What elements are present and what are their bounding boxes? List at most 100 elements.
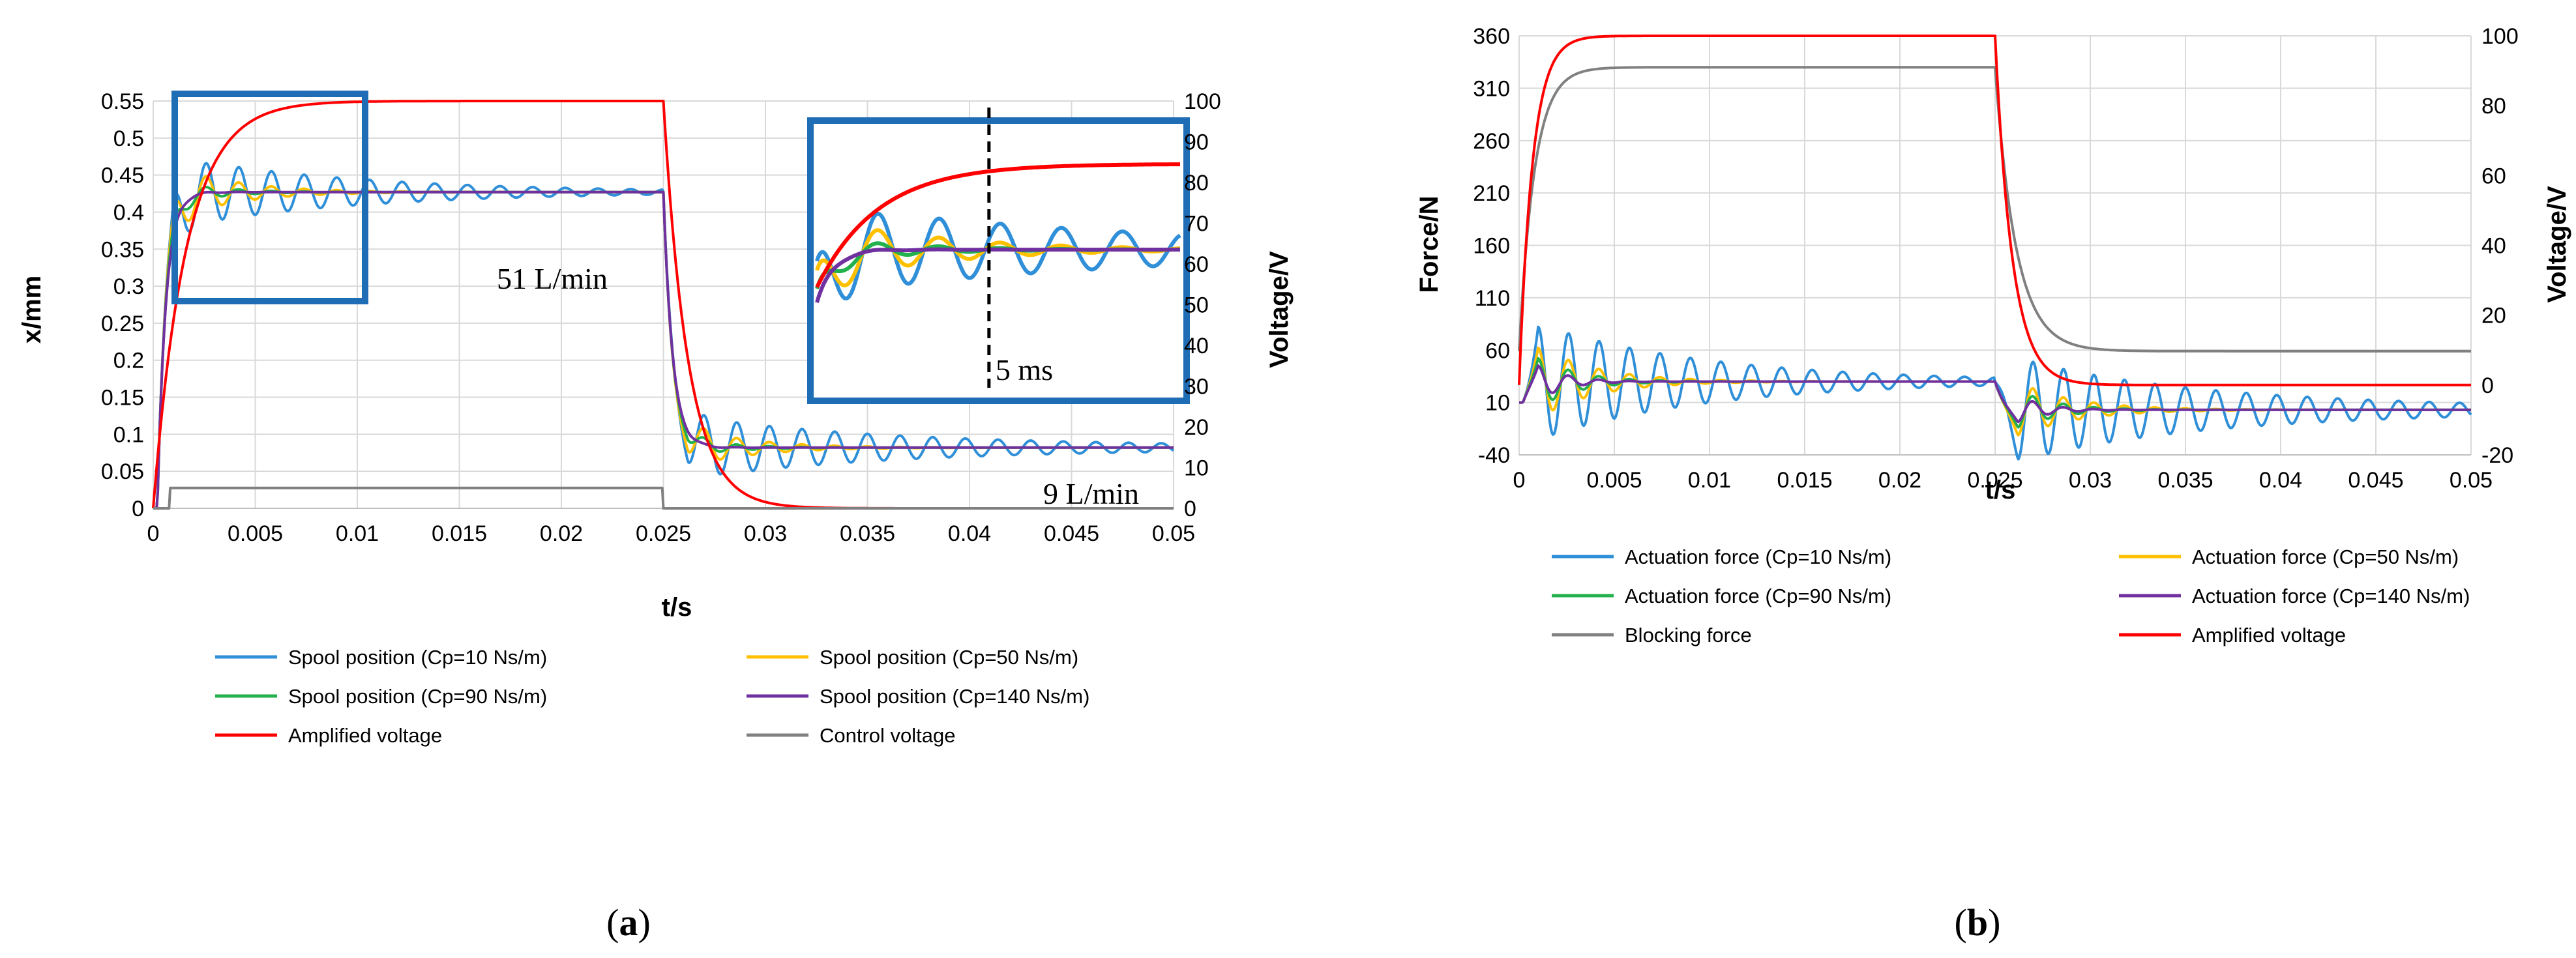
y-tick-label: 0.55 (101, 89, 144, 114)
panel-a-chart: 5 ms 0 0.005 0.01 0.015 0.02 0.025 0.03 0.035 0.… (18, 89, 1294, 944)
y2-tick-label: 60 (1184, 252, 1209, 277)
legend-label-control-voltage: Control voltage (820, 724, 956, 747)
y-tick-label: 0.15 (101, 386, 144, 411)
annotation-51-lpm: 51 L/min (497, 262, 608, 295)
series-line-amplified-voltage (1518, 35, 2472, 386)
y2-tick-label: 70 (1184, 212, 1209, 237)
series-line-blocking-force (1518, 66, 2472, 353)
y2-tick-label: 50 (1184, 293, 1209, 318)
y2-tick-label: 0 (2481, 373, 2494, 398)
y-tick-label: 160 (1473, 234, 1510, 259)
y-tick-label: 310 (1473, 76, 1510, 101)
legend-label-spool-position-cp-10-ns-m: Spool position (Cp=10 Ns/m) (288, 646, 547, 669)
y2-tick-label: 80 (2481, 94, 2506, 119)
y2-tick-label: 0 (1184, 497, 1196, 521)
y-tick-label: -40 (1478, 443, 1510, 468)
y-tick-label: 0.2 (113, 349, 144, 373)
x-tick-label: 0.025 (636, 521, 691, 546)
x-tick-label: 0.005 (1586, 468, 1642, 493)
x-tick-label: 0.025 (1967, 468, 2022, 493)
y2-tick-label: 100 (2481, 24, 2519, 49)
y-tick-label: 0.05 (101, 459, 144, 484)
x-tick-label: 0.015 (1777, 468, 1832, 493)
y-tick-label: 60 (1485, 338, 1510, 363)
y-tick-label: 110 (1475, 286, 1510, 311)
panel-a-y2-label: Voltage/V (1265, 251, 1294, 368)
annotation-9-lpm: 9 L/min (1043, 477, 1139, 510)
panel-b-grid (1518, 35, 2472, 456)
y-tick-label: 0.25 (101, 312, 144, 336)
x-tick-label: 0 (147, 521, 160, 546)
x-tick-label: 0 (1513, 468, 1526, 493)
panel-a-y-label: x/mm (18, 276, 46, 344)
panel-b-legend: Actuation force (Cp=10 Ns/m) Actuation fo… (1552, 545, 2470, 646)
legend-label-actuation-force-cp-10-ns-m: Actuation force (Cp=10 Ns/m) (1625, 545, 1891, 568)
y-tick-label: 260 (1473, 129, 1510, 154)
y-tick-label: 0.5 (113, 126, 144, 151)
x-tick-label: 0.02 (1878, 468, 1921, 493)
x-tick-label: 0.05 (2450, 468, 2493, 493)
x-tick-label: 0.01 (336, 521, 379, 546)
y-tick-label: 0.4 (113, 200, 144, 225)
x-tick-label: 0.03 (744, 521, 787, 546)
inset-time-label: 5 ms (996, 353, 1053, 386)
inset-series (815, 162, 1181, 304)
y2-tick-label: 30 (1184, 375, 1209, 399)
panel-b-y2-ticks: -20 0 20 40 60 80 100 (2481, 24, 2519, 468)
panel-a-series (152, 100, 1175, 510)
y-tick-label: 0 (132, 497, 144, 521)
panel-b-y2-label: Voltage/V (2543, 186, 2571, 303)
y2-tick-label: 90 (1184, 130, 1209, 155)
legend-label-blocking-force: Blocking force (1625, 624, 1752, 646)
x-tick-label: 0.05 (1152, 521, 1195, 546)
panel-b-series (1518, 35, 2472, 461)
y2-tick-label: -20 (2481, 443, 2513, 468)
y2-tick-label: 20 (2481, 304, 2506, 328)
y-tick-label: 10 (1485, 391, 1510, 416)
y-tick-label: 0.1 (113, 422, 144, 447)
y-tick-label: 0.3 (113, 274, 144, 299)
y-tick-label: 210 (1473, 181, 1510, 206)
x-tick-label: 0.04 (2259, 468, 2302, 493)
x-tick-label: 0.045 (1044, 521, 1099, 546)
highlight-box (171, 91, 368, 304)
y2-tick-label: 40 (1184, 334, 1209, 358)
x-tick-label: 0.04 (948, 521, 991, 546)
y2-tick-label: 20 (1184, 415, 1209, 440)
inset-line-spool-position-cp-50-ns-m (815, 228, 1181, 287)
panel-a-caption: (a) (606, 901, 651, 944)
x-tick-label: 0.005 (228, 521, 283, 546)
x-tick-label: 0.035 (840, 521, 895, 546)
legend-label-actuation-force-cp-140-ns-m: Actuation force (Cp=140 Ns/m) (2192, 585, 2470, 607)
series-line-control-voltage (153, 486, 1174, 510)
panel-a-x-label: t/s (662, 593, 692, 622)
panel-a-y-ticks: 0 0.05 0.1 0.15 0.2 0.25 0.3 0.35 0.4 0.45 0.5 0.55 (101, 89, 144, 521)
x-tick-label: 0.035 (2157, 468, 2213, 493)
panel-b-y-label: Force/N (1415, 196, 1443, 293)
panel-b-caption: (b) (1955, 901, 2001, 944)
x-tick-label: 0.045 (2348, 468, 2403, 493)
y-tick-label: 0.35 (101, 237, 144, 262)
inset-line-amplified-voltage (815, 162, 1180, 289)
y2-tick-label: 80 (1184, 171, 1209, 196)
y-tick-label: 0.45 (101, 164, 144, 188)
legend-label-actuation-force-cp-50-ns-m: Actuation force (Cp=50 Ns/m) (2192, 545, 2459, 568)
x-tick-label: 0.01 (1688, 468, 1731, 493)
panel-a-x-ticks: 0 0.005 0.01 0.015 0.02 0.025 0.03 0.035 0.04 0.0… (147, 521, 1196, 546)
y2-tick-label: 10 (1184, 456, 1209, 481)
legend-label-spool-position-cp-90-ns-m: Spool position (Cp=90 Ns/m) (288, 685, 547, 708)
panel-b-x-ticks: 0 0.005 0.01 0.015 0.02 0.025 0.03 0.035 0.04 0.0… (1513, 468, 2493, 493)
legend-label-spool-position-cp-140-ns-m: Spool position (Cp=140 Ns/m) (820, 685, 1089, 708)
panel-a-y2-ticks: 0 10 20 30 40 50 60 70 80 90 100 (1184, 89, 1221, 521)
series-line-spool-position-cp-140-ns-m (153, 190, 1174, 510)
y-tick-label: 360 (1473, 24, 1510, 49)
legend-label-amplified-voltage: Amplified voltage (2192, 624, 2346, 646)
legend-label-spool-position-cp-50-ns-m: Spool position (Cp=50 Ns/m) (820, 646, 1078, 669)
panel-b-chart: 0 0.005 0.01 0.015 0.02 0.025 0.03 0.035 0.04 0.0… (1415, 24, 2571, 944)
y2-tick-label: 60 (2481, 164, 2506, 188)
panel-b-y-ticks: -40 10 60 110 160 210 260 310 360 (1473, 24, 1510, 468)
inset-line-spool-position-cp-10-ns-m (815, 211, 1181, 301)
x-tick-label: 0.015 (432, 521, 487, 546)
legend-label-actuation-force-cp-90-ns-m: Actuation force (Cp=90 Ns/m) (1625, 585, 1891, 607)
